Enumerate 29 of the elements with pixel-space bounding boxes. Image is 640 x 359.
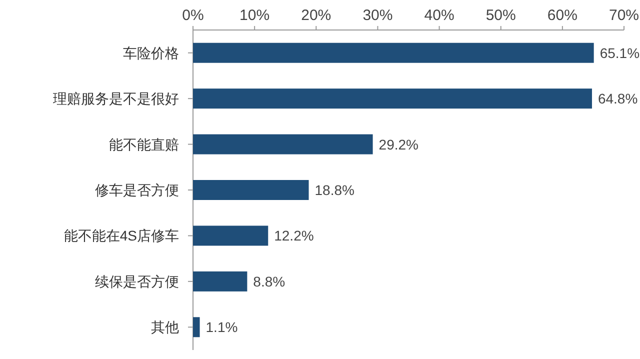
bar bbox=[193, 226, 268, 246]
x-tick-label: 60% bbox=[547, 7, 578, 24]
bar bbox=[193, 134, 373, 154]
bar bbox=[193, 180, 309, 200]
y-tick-label: 其他 bbox=[151, 319, 179, 336]
x-tick-label: 20% bbox=[301, 7, 332, 24]
data-label: 18.8% bbox=[314, 182, 354, 198]
data-label: 65.1% bbox=[600, 44, 640, 61]
bar bbox=[193, 42, 594, 63]
bar bbox=[193, 317, 200, 338]
data-label: 1.1% bbox=[206, 319, 238, 336]
y-tick-label: 车险价格 bbox=[123, 44, 179, 61]
x-tick-label: 0% bbox=[182, 7, 204, 24]
data-label: 8.8% bbox=[253, 273, 286, 290]
data-label: 12.2% bbox=[274, 228, 314, 244]
y-tick-label: 修车是否方便 bbox=[95, 182, 179, 198]
x-tick-label: 10% bbox=[240, 7, 270, 24]
x-tick-label: 30% bbox=[362, 7, 393, 24]
y-tick-label: 能不能直赔 bbox=[109, 136, 179, 152]
x-tick-label: 70% bbox=[608, 7, 640, 24]
y-tick-label: 能不能在4S店修车 bbox=[64, 228, 179, 244]
y-tick-label: 理赔服务是不是很好 bbox=[53, 90, 179, 107]
data-label: 64.8% bbox=[598, 90, 638, 107]
bar bbox=[193, 271, 248, 292]
data-label: 29.2% bbox=[378, 136, 418, 152]
bar bbox=[193, 88, 592, 109]
y-tick-label: 续保是否方便 bbox=[95, 273, 179, 290]
x-tick-label: 40% bbox=[424, 7, 454, 24]
x-tick-label: 50% bbox=[486, 7, 516, 24]
